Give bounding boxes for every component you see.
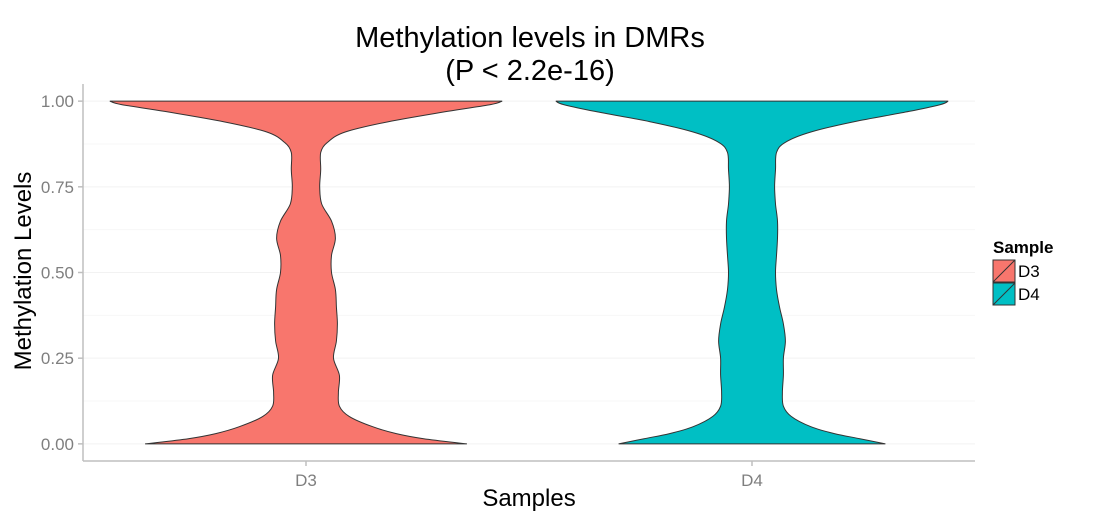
y-tick-label: 0.00 <box>41 435 74 454</box>
grid-lines <box>83 100 975 445</box>
x-axis-ticks: D3 D4 <box>295 461 763 490</box>
y-tick-label: 0.75 <box>41 178 74 197</box>
y-tick-label: 0.50 <box>41 264 74 283</box>
chart-title-line-2: (P < 2.2e-16) <box>445 55 615 87</box>
y-axis-ticks: 0.00 0.25 0.50 0.75 1.00 <box>41 92 83 454</box>
legend-title: Sample <box>993 238 1053 257</box>
violins <box>109 100 949 445</box>
y-tick-label: 0.25 <box>41 349 74 368</box>
y-axis-title: Methylation Levels <box>10 172 37 371</box>
chart-title-line-1: Methylation levels in DMRs <box>355 22 705 54</box>
violin-d4 <box>555 100 949 445</box>
y-tick-label: 1.00 <box>41 92 74 111</box>
legend-key-slash <box>992 282 1016 306</box>
legend-label: D4 <box>1018 285 1040 304</box>
x-axis-title: Samples <box>482 485 575 512</box>
legend-item-d4: D4 <box>992 282 1040 306</box>
violin-d3 <box>109 100 503 445</box>
x-tick-label: D3 <box>295 471 317 490</box>
legend-label: D3 <box>1018 262 1040 281</box>
legend-item-d3: D3 <box>992 259 1040 283</box>
legend-key-slash <box>992 259 1016 283</box>
x-tick-label: D4 <box>741 471 763 490</box>
